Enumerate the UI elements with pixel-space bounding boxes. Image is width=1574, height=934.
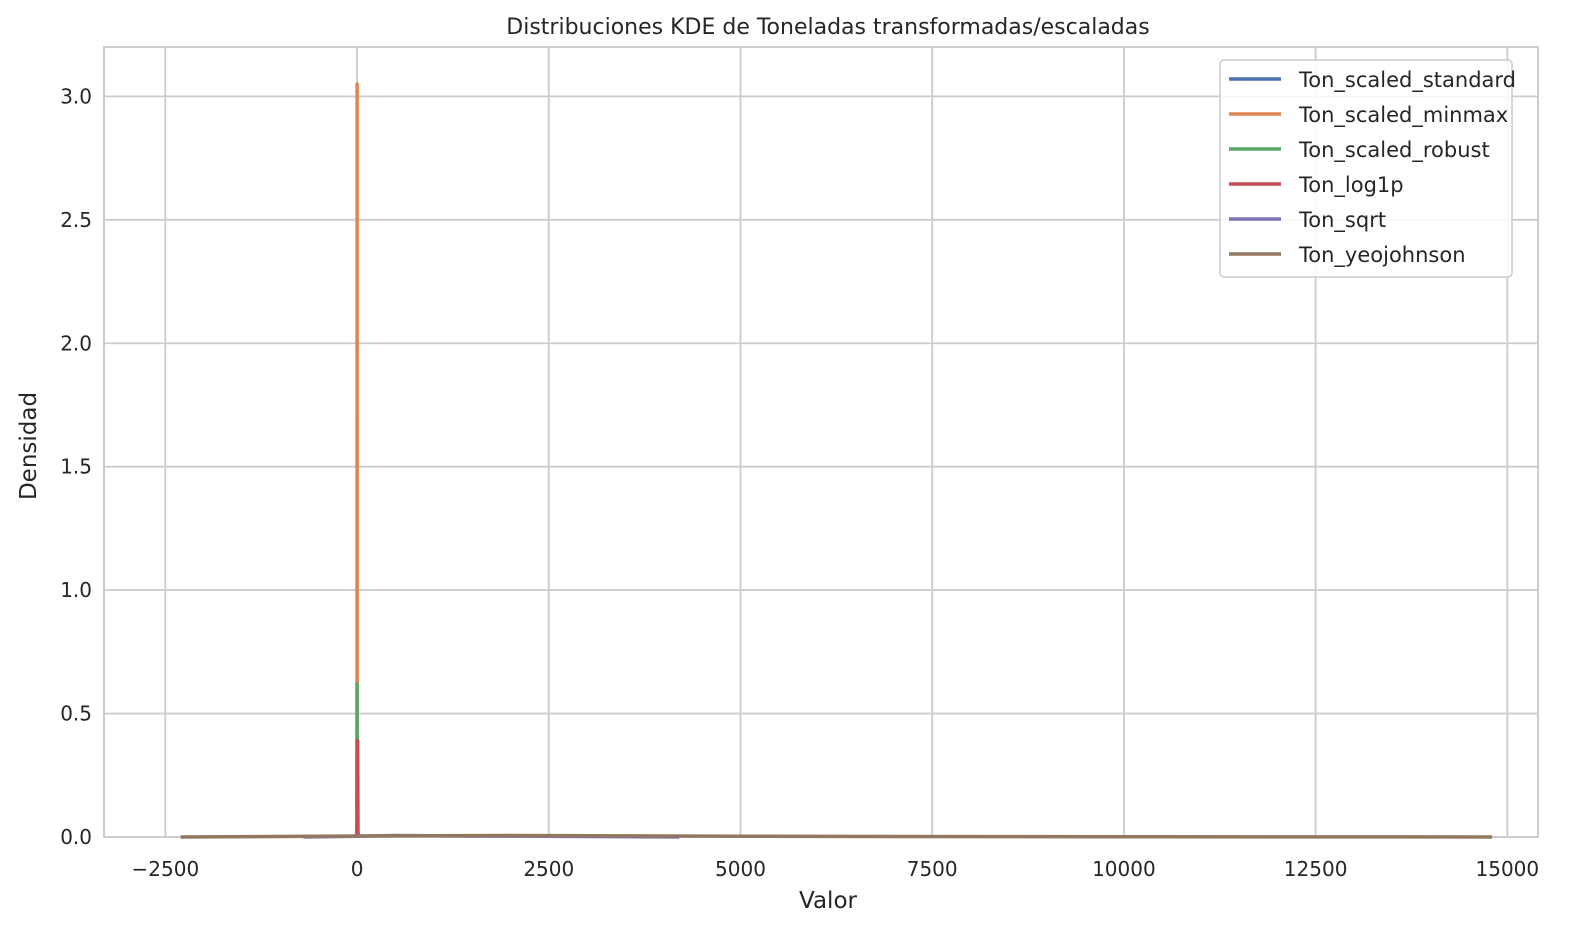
y-tick-label: 1.5	[60, 455, 92, 479]
legend-label: Ton_scaled_standard	[1298, 68, 1516, 93]
x-tick-labels: −2500 0 2500 5000 7500 10000 12500 15000	[132, 857, 1540, 881]
legend-box	[1219, 59, 1513, 278]
legend-label: Ton_sqrt	[1298, 208, 1386, 233]
x-tick-label: 10000	[1092, 857, 1156, 881]
y-axis-label: Densidad	[16, 392, 42, 500]
series-line-ton-log1p	[355, 738, 361, 838]
x-tick-label: −2500	[132, 857, 200, 881]
x-tick-label: 15000	[1476, 857, 1540, 881]
series-line-ton-yeojohnson	[180, 833, 1492, 839]
legend: Ton_scaled_standard Ton_scaled_minmax Ton_…	[1219, 59, 1516, 278]
x-tick-label: 0	[351, 857, 364, 881]
y-tick-labels: 0.0 0.5 1.0 1.5 2.0 2.5 3.0	[60, 84, 92, 849]
y-tick-label: 2.5	[60, 208, 92, 232]
series-layer	[180, 82, 1492, 839]
y-tick-label: 0.5	[60, 702, 92, 726]
chart-title: Distribuciones KDE de Toneladas transfor…	[506, 15, 1149, 40]
x-tick-label: 7500	[907, 857, 958, 881]
legend-label: Ton_scaled_minmax	[1298, 103, 1508, 128]
x-tick-label: 5000	[715, 857, 766, 881]
legend-items: Ton_scaled_standard Ton_scaled_minmax Ton_…	[1229, 68, 1516, 268]
x-tick-label: 2500	[523, 857, 574, 881]
legend-label: Ton_scaled_robust	[1298, 138, 1490, 163]
legend-label: Ton_yeojohnson	[1298, 243, 1466, 268]
x-tick-label: 12500	[1284, 857, 1348, 881]
y-tick-label: 0.0	[60, 825, 92, 849]
y-tick-label: 2.0	[60, 331, 92, 355]
y-tick-label: 3.0	[60, 84, 92, 108]
x-axis-label: Valor	[799, 888, 858, 914]
y-tick-label: 1.0	[60, 578, 92, 602]
legend-label: Ton_log1p	[1298, 173, 1404, 198]
